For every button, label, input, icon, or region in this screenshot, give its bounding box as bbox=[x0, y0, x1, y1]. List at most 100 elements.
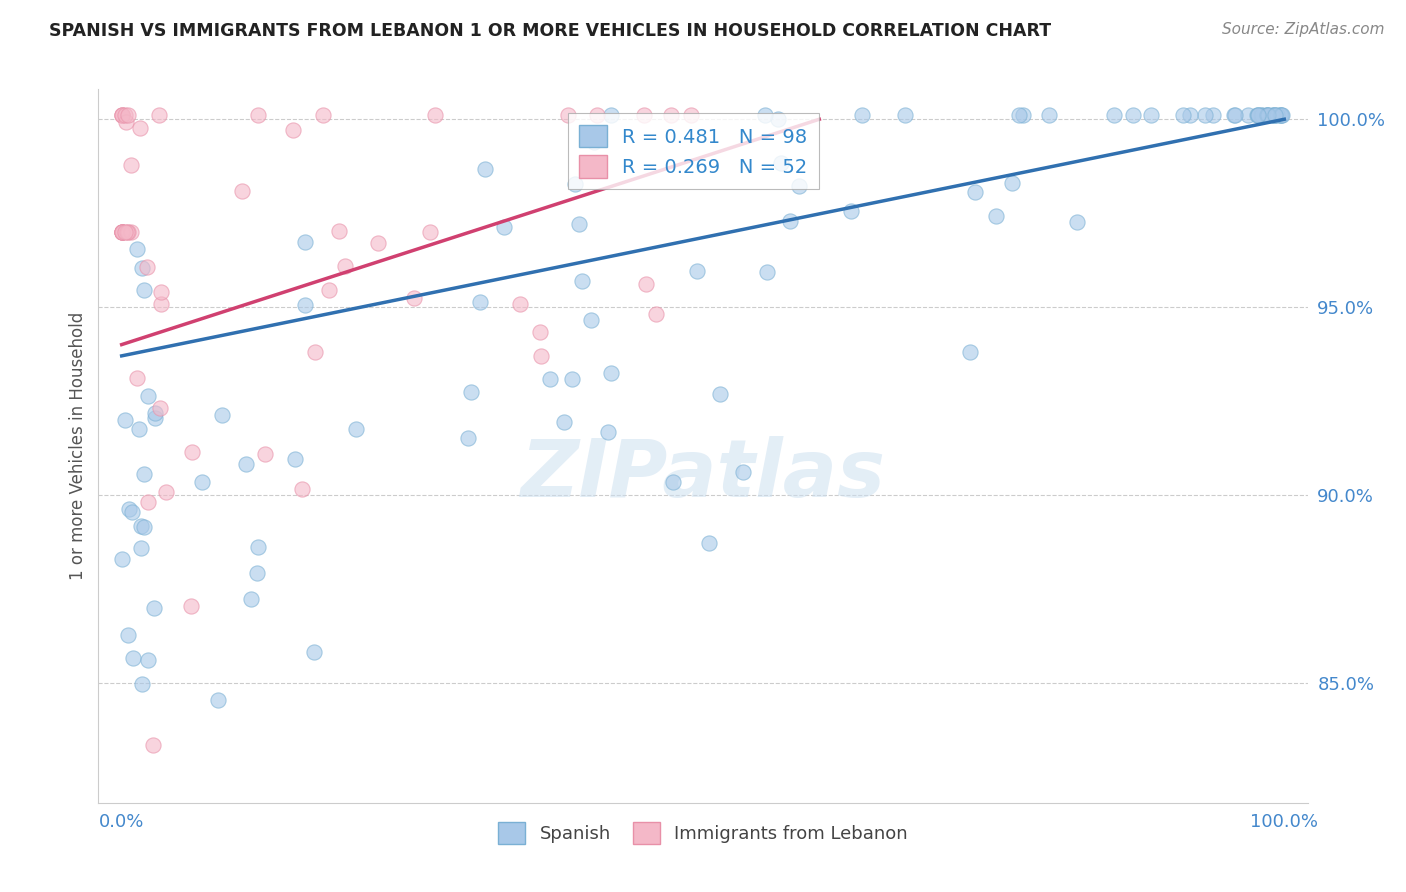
Point bbox=[111, 552, 134, 566]
Point bbox=[1263, 108, 1285, 122]
Point bbox=[509, 296, 531, 310]
Point bbox=[246, 566, 269, 580]
Point bbox=[120, 158, 142, 172]
Point bbox=[128, 422, 150, 436]
Point bbox=[111, 225, 134, 239]
Point bbox=[1122, 108, 1144, 122]
Point bbox=[1257, 108, 1279, 122]
Point bbox=[136, 653, 159, 667]
Point bbox=[599, 108, 621, 122]
Point bbox=[553, 415, 575, 429]
Point bbox=[1270, 108, 1292, 122]
Point bbox=[661, 475, 683, 489]
Point bbox=[769, 156, 792, 170]
Point bbox=[131, 261, 153, 276]
Point bbox=[291, 482, 314, 496]
Point bbox=[111, 225, 134, 239]
Point bbox=[142, 738, 165, 752]
Point bbox=[1256, 108, 1278, 122]
Point bbox=[779, 213, 801, 227]
Point bbox=[207, 693, 229, 707]
Point bbox=[191, 475, 214, 489]
Point bbox=[121, 505, 143, 519]
Point bbox=[148, 108, 170, 122]
Point bbox=[281, 122, 304, 136]
Point bbox=[600, 366, 623, 380]
Y-axis label: 1 or more Vehicles in Household: 1 or more Vehicles in Household bbox=[69, 312, 87, 580]
Point bbox=[235, 457, 257, 471]
Point bbox=[568, 217, 591, 231]
Point bbox=[114, 413, 136, 427]
Point bbox=[457, 430, 479, 444]
Point bbox=[1256, 108, 1278, 122]
Point bbox=[114, 225, 136, 239]
Point bbox=[894, 108, 917, 122]
Point bbox=[557, 108, 579, 122]
Point bbox=[1256, 108, 1278, 122]
Point bbox=[1265, 108, 1288, 122]
Point bbox=[1104, 108, 1126, 122]
Point bbox=[697, 536, 720, 550]
Point bbox=[1250, 108, 1272, 122]
Point bbox=[111, 225, 134, 239]
Text: SPANISH VS IMMIGRANTS FROM LEBANON 1 OR MORE VEHICLES IN HOUSEHOLD CORRELATION C: SPANISH VS IMMIGRANTS FROM LEBANON 1 OR … bbox=[49, 22, 1052, 40]
Point bbox=[134, 467, 156, 481]
Point bbox=[583, 136, 606, 150]
Point bbox=[254, 447, 277, 461]
Point bbox=[312, 108, 335, 122]
Point bbox=[118, 502, 141, 516]
Point bbox=[180, 599, 202, 613]
Point bbox=[1271, 108, 1294, 122]
Point bbox=[131, 518, 153, 533]
Text: ZIPatlas: ZIPatlas bbox=[520, 435, 886, 514]
Point bbox=[117, 225, 139, 239]
Point bbox=[318, 283, 340, 297]
Point bbox=[644, 307, 666, 321]
Point bbox=[1038, 108, 1060, 122]
Point bbox=[1202, 108, 1225, 122]
Point bbox=[231, 184, 253, 198]
Point bbox=[538, 372, 561, 386]
Point bbox=[474, 162, 496, 177]
Point bbox=[246, 108, 269, 122]
Point bbox=[659, 108, 682, 122]
Point bbox=[111, 108, 134, 122]
Point bbox=[120, 225, 142, 239]
Point bbox=[125, 242, 148, 256]
Point bbox=[460, 384, 482, 399]
Point bbox=[494, 219, 516, 234]
Point bbox=[117, 225, 139, 239]
Point bbox=[240, 592, 263, 607]
Point bbox=[136, 389, 159, 403]
Point bbox=[115, 114, 138, 128]
Point bbox=[561, 372, 583, 386]
Point bbox=[114, 108, 136, 122]
Point bbox=[679, 108, 702, 122]
Point bbox=[768, 112, 790, 126]
Point bbox=[111, 225, 134, 239]
Point bbox=[143, 600, 166, 615]
Point bbox=[211, 408, 233, 422]
Point bbox=[685, 264, 707, 278]
Point bbox=[586, 108, 609, 122]
Point bbox=[1247, 108, 1270, 122]
Point bbox=[579, 313, 602, 327]
Point bbox=[1194, 108, 1216, 122]
Point bbox=[143, 410, 166, 425]
Point bbox=[634, 277, 657, 292]
Point bbox=[851, 108, 873, 122]
Point bbox=[419, 225, 441, 239]
Point bbox=[1237, 108, 1260, 122]
Point bbox=[1263, 108, 1285, 122]
Point bbox=[127, 370, 149, 384]
Point bbox=[117, 108, 139, 122]
Point bbox=[425, 108, 447, 122]
Point bbox=[959, 344, 981, 359]
Point bbox=[633, 108, 655, 122]
Point bbox=[344, 422, 367, 436]
Point bbox=[1250, 108, 1272, 122]
Point bbox=[1008, 108, 1031, 122]
Point bbox=[1270, 108, 1292, 122]
Point bbox=[571, 274, 593, 288]
Point bbox=[294, 235, 316, 249]
